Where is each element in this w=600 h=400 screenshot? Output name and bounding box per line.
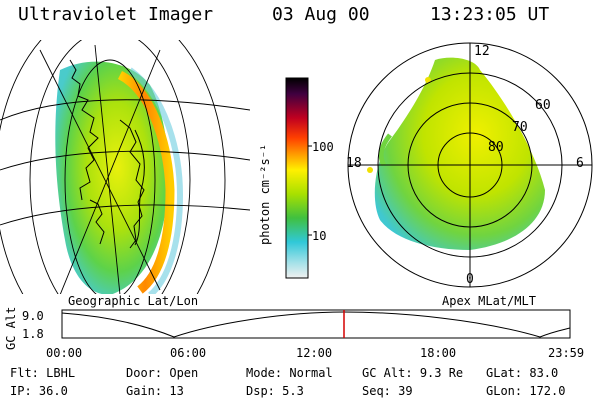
status-gain: Gain: 13 xyxy=(126,384,184,398)
mlat-label-60: 60 xyxy=(535,98,551,113)
status-flt: Flt: LBHL xyxy=(10,366,76,380)
timeline-xtick-1800: 18:00 xyxy=(420,346,457,360)
mlat-label-80: 80 xyxy=(488,140,504,155)
timeline-ylabel: GC Alt xyxy=(4,306,18,350)
timeline-xtick-1200: 12:00 xyxy=(296,346,333,360)
timeline-xtick-2359: 23:59 xyxy=(548,346,585,360)
status-dsp: Dsp: 5.3 xyxy=(246,384,304,398)
status-glat: GLat: 83.0 xyxy=(486,366,559,380)
status-ip: IP: 36.0 xyxy=(10,384,68,398)
timeline-xtick-0000: 00:00 xyxy=(46,346,83,360)
mlt-label-12: 12 xyxy=(474,44,490,59)
colorbar-tick-100: 100 xyxy=(312,140,334,154)
mlt-label-0: 0 xyxy=(466,272,474,287)
status-gc-alt: GC Alt: 9.3 Re xyxy=(362,366,464,380)
status-door: Door: Open xyxy=(126,366,199,380)
observation-date: 03 Aug 00 xyxy=(272,4,370,25)
timeline-ytick-9: 9.0 xyxy=(22,309,44,323)
polar-plot xyxy=(347,42,593,288)
polar-caption: Apex MLat/MLT xyxy=(442,294,536,308)
mlt-label-6: 6 xyxy=(576,156,584,171)
timeline-ytick-1.8: 1.8 xyxy=(22,327,44,341)
colorbar xyxy=(285,77,312,279)
timeline-xtick-0600: 06:00 xyxy=(170,346,207,360)
app-title: Ultraviolet Imager xyxy=(18,4,214,25)
colorbar-tick-10: 10 xyxy=(312,229,327,243)
mlt-label-18: 18 xyxy=(346,156,362,171)
mlat-label-70: 70 xyxy=(512,120,528,135)
status-mode: Mode: Normal xyxy=(246,366,333,380)
orbit-timeline xyxy=(61,309,571,339)
status-seq: Seq: 39 xyxy=(362,384,413,398)
status-glon: GLon: 172.0 xyxy=(486,384,566,398)
colorbar-unit-label: photon cm⁻²s⁻¹ xyxy=(258,143,272,245)
geographic-caption: Geographic Lat/Lon xyxy=(68,294,199,308)
observation-time: 13:23:05 UT xyxy=(430,4,550,25)
